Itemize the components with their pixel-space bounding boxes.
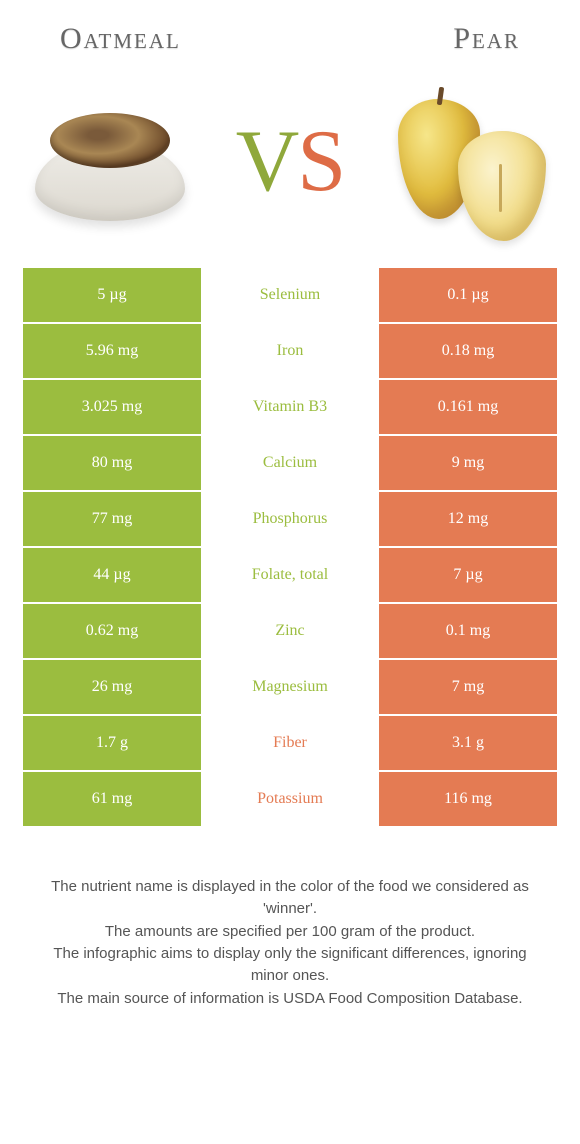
footer-line: The main source of information is USDA F… (40, 988, 540, 1010)
table-row: 1.7 gFiber3.1 g (23, 716, 557, 772)
nutrient-name: Calcium (201, 436, 379, 490)
value-right: 116 mg (379, 772, 557, 826)
value-right: 12 mg (379, 492, 557, 546)
pear-image (390, 86, 550, 236)
comparison-table: 5 µgSelenium0.1 µg5.96 mgIron0.18 mg3.02… (23, 268, 557, 828)
value-left: 1.7 g (23, 716, 201, 770)
table-row: 5 µgSelenium0.1 µg (23, 268, 557, 324)
value-left: 80 mg (23, 436, 201, 490)
bowl-icon (35, 141, 185, 221)
value-left: 5.96 mg (23, 324, 201, 378)
nutrient-name: Selenium (201, 268, 379, 322)
value-right: 7 µg (379, 548, 557, 602)
nutrient-name: Folate, total (201, 548, 379, 602)
value-left: 26 mg (23, 660, 201, 714)
value-left: 0.62 mg (23, 604, 201, 658)
oatmeal-image (30, 86, 190, 236)
value-left: 5 µg (23, 268, 201, 322)
value-right: 0.161 mg (379, 380, 557, 434)
nutrient-name: Magnesium (201, 660, 379, 714)
table-row: 80 mgCalcium9 mg (23, 436, 557, 492)
nutrient-name: Fiber (201, 716, 379, 770)
table-row: 5.96 mgIron0.18 mg (23, 324, 557, 380)
title-right: Pear (453, 22, 520, 56)
images-row: VS (0, 76, 580, 246)
footer-line: The infographic aims to display only the… (40, 943, 540, 987)
nutrient-name: Iron (201, 324, 379, 378)
value-right: 0.18 mg (379, 324, 557, 378)
vs-label: VS (236, 111, 345, 212)
footer-line: The nutrient name is displayed in the co… (40, 876, 540, 920)
pear-icon (390, 81, 550, 241)
footer-notes: The nutrient name is displayed in the co… (40, 876, 540, 1011)
vs-v: V (236, 113, 298, 210)
table-row: 61 mgPotassium116 mg (23, 772, 557, 828)
value-right: 7 mg (379, 660, 557, 714)
vs-s: S (297, 113, 344, 210)
header: Oatmeal Pear (0, 0, 580, 66)
value-left: 3.025 mg (23, 380, 201, 434)
nutrient-name: Zinc (201, 604, 379, 658)
table-row: 44 µgFolate, total7 µg (23, 548, 557, 604)
table-row: 0.62 mgZinc0.1 mg (23, 604, 557, 660)
nutrient-name: Phosphorus (201, 492, 379, 546)
value-left: 77 mg (23, 492, 201, 546)
value-right: 9 mg (379, 436, 557, 490)
value-right: 3.1 g (379, 716, 557, 770)
table-row: 3.025 mgVitamin B30.161 mg (23, 380, 557, 436)
title-left: Oatmeal (60, 22, 181, 56)
nutrient-name: Vitamin B3 (201, 380, 379, 434)
value-right: 0.1 mg (379, 604, 557, 658)
value-left: 44 µg (23, 548, 201, 602)
value-right: 0.1 µg (379, 268, 557, 322)
nutrient-name: Potassium (201, 772, 379, 826)
table-row: 26 mgMagnesium7 mg (23, 660, 557, 716)
footer-line: The amounts are specified per 100 gram o… (40, 921, 540, 943)
table-row: 77 mgPhosphorus12 mg (23, 492, 557, 548)
value-left: 61 mg (23, 772, 201, 826)
